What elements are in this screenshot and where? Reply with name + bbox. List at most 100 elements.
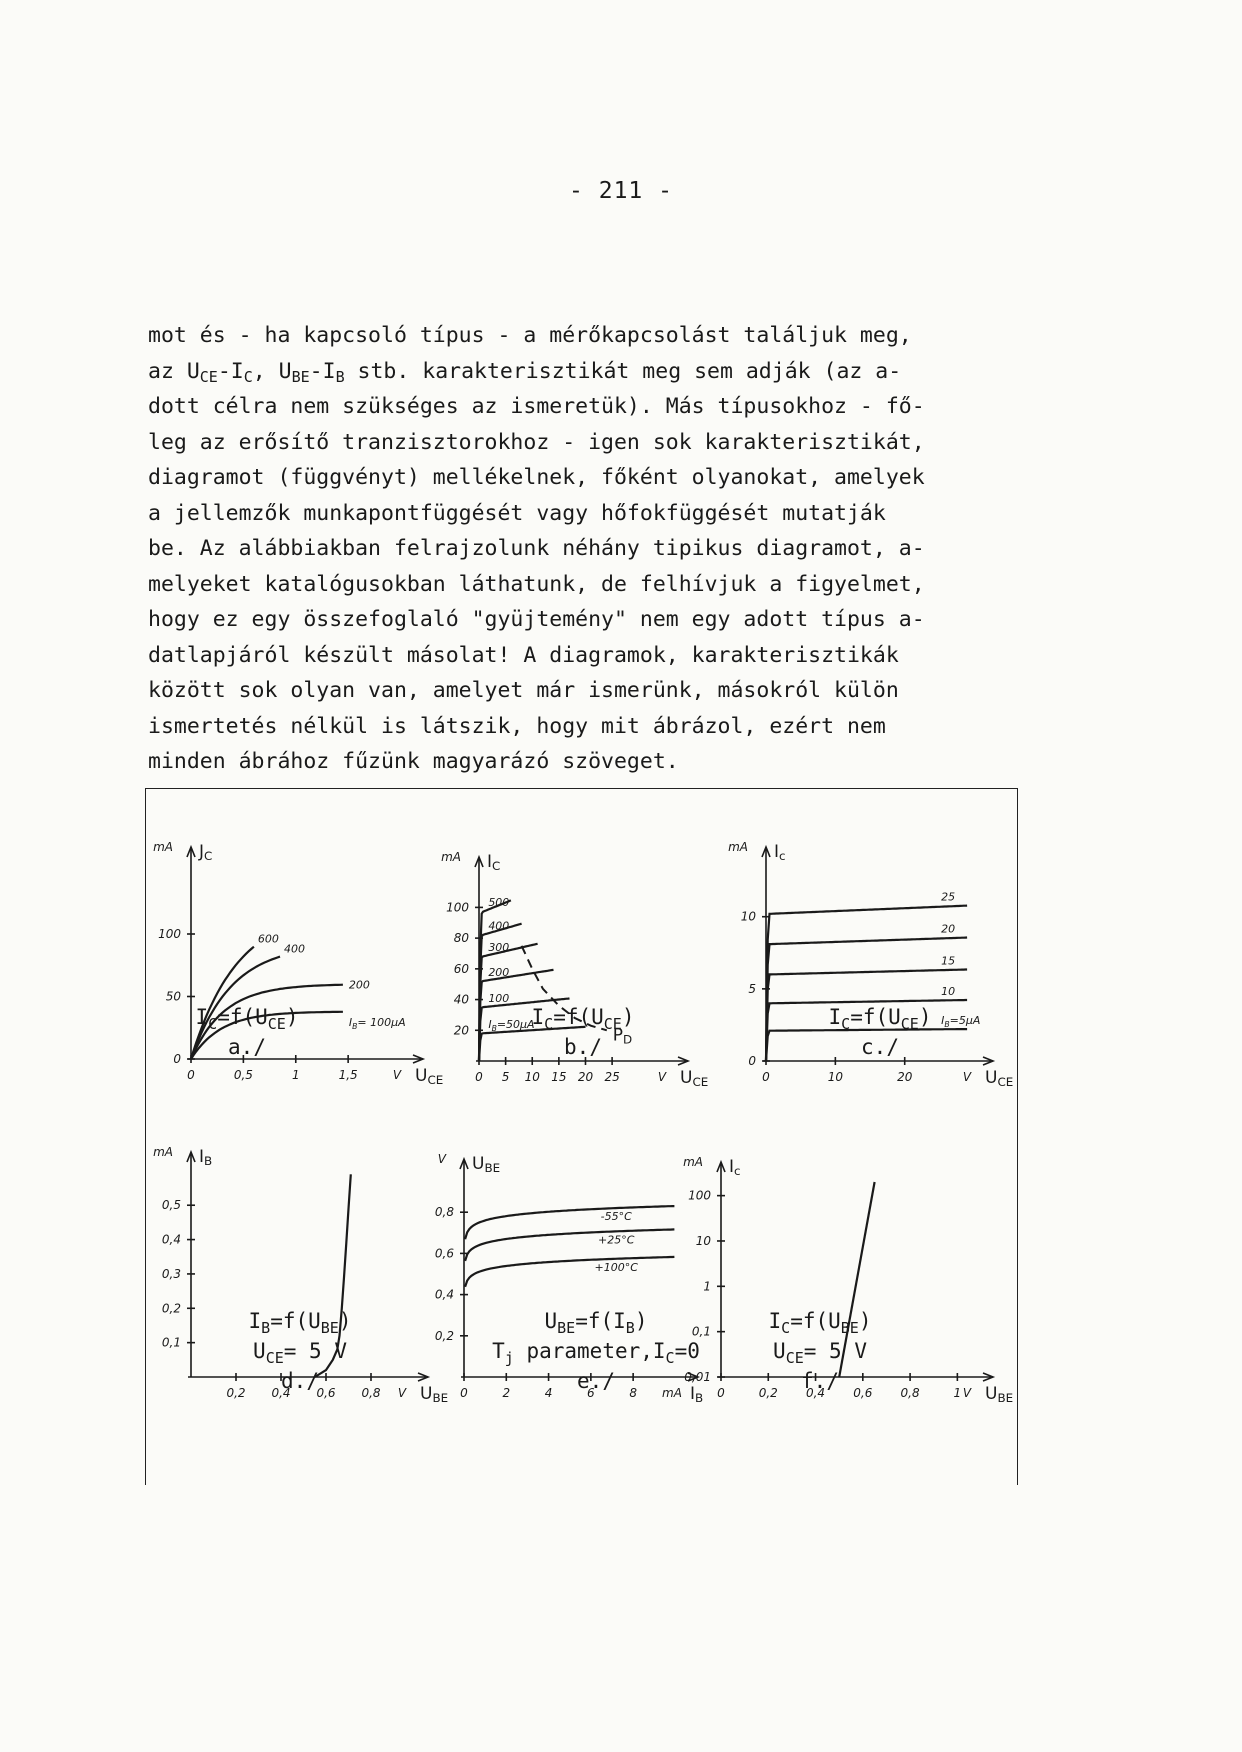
curve-15 xyxy=(764,968,968,1062)
curve-label: -55°C xyxy=(601,1210,632,1223)
power-dissipation-curve xyxy=(520,945,608,1032)
caption-line: IC=f(UCE) xyxy=(195,1005,299,1033)
x-unit-label: V xyxy=(963,1070,972,1084)
curve-label: +100°C xyxy=(595,1261,639,1274)
y-axis-title: UBE xyxy=(472,1154,500,1175)
y-axis-arrow xyxy=(761,844,771,858)
caption-line: UCE= 5 V xyxy=(253,1339,347,1367)
x-tick-label: 15 xyxy=(551,1070,566,1084)
x-tick-label: 0,6 xyxy=(853,1386,872,1400)
x-tick-label: 0,2 xyxy=(759,1386,778,1400)
curve-label: 15 xyxy=(941,954,955,967)
curve-label: IB=50µA xyxy=(488,1018,534,1033)
x-tick-label: 20 xyxy=(578,1070,594,1084)
x-tick-label: 0 xyxy=(187,1068,195,1082)
curve-25 xyxy=(764,904,968,1062)
curve-I-B-5-A xyxy=(764,1028,968,1062)
text-line: be. Az alábbiakban felrajzolunk néhány t… xyxy=(148,536,925,561)
y-tick-label: 0,2 xyxy=(435,1329,454,1343)
caption-e: UBE=f(IB) Tj parameter,IC=0 e./ xyxy=(436,1306,756,1396)
caption-line: IC=f(UCE) xyxy=(531,1005,635,1033)
y-unit-label: mA xyxy=(683,1155,703,1169)
x-tick-label: 6 xyxy=(587,1386,595,1400)
y-tick-label: 100 xyxy=(446,900,469,914)
curve-label: IB= 100µA xyxy=(349,1016,406,1031)
y-tick-label: 20 xyxy=(454,1023,470,1037)
page-number: - 211 - xyxy=(569,178,673,204)
body-paragraph: mot és - ha kapcsoló típus - a mérőkapcs… xyxy=(148,318,1028,780)
curve-label: 400 xyxy=(488,919,509,932)
y-unit-label: mA xyxy=(441,850,461,864)
curve-20 xyxy=(764,936,968,1062)
y-tick-label: 0,1 xyxy=(162,1336,181,1350)
curve-500 xyxy=(477,899,512,1062)
curve--55-C xyxy=(464,1205,675,1240)
caption-line: UBE=f(IB) xyxy=(544,1309,648,1337)
chart-b: 0 5 10 15 20 25 20 40 60 80 100 mA IC V UCE IB=50µA 100 2… xyxy=(441,850,708,1089)
curve-label: +25°C xyxy=(598,1233,635,1246)
x-tick-label: 0 xyxy=(460,1386,468,1400)
caption-line: d./ xyxy=(281,1369,319,1393)
x-tick-label: 8 xyxy=(629,1386,637,1400)
curve-label: 500 xyxy=(488,896,509,909)
caption-line: e./ xyxy=(577,1369,615,1393)
x-axis-arrow xyxy=(677,1056,691,1066)
curve-label: 200 xyxy=(488,966,509,979)
x-unit-label: V xyxy=(398,1386,407,1400)
x-axis-title: UCE xyxy=(985,1068,1013,1089)
curve-200 xyxy=(477,968,554,1062)
text-line: ismertetés nélkül is látszik, hogy mit á… xyxy=(148,713,886,739)
x-axis-arrow xyxy=(982,1056,996,1066)
x-tick-label: 0 xyxy=(717,1386,725,1400)
curve--100-C xyxy=(464,1255,675,1288)
y-axis-title: Ic xyxy=(729,1157,741,1178)
y-unit-label: mA xyxy=(728,840,748,854)
x-tick-label: 0,8 xyxy=(901,1386,920,1400)
curve-400 xyxy=(189,955,281,1060)
x-tick-label: 0,4 xyxy=(806,1386,825,1400)
y-tick-label: 0,4 xyxy=(162,1233,181,1247)
text-line: minden ábrához fűzünk magyarázó szöveget… xyxy=(148,749,679,774)
x-axis-arrow xyxy=(982,1372,996,1382)
text-line: leg az erősítő tranzisztorokhoz - igen s… xyxy=(148,429,925,455)
x-tick-label: 0 xyxy=(762,1070,770,1084)
curve-label: 100 xyxy=(488,992,509,1005)
chart-c: 0 10 20 0 5 10 mA Ic V UCE IB=5µA 10 15 20 25 xyxy=(728,840,1013,1089)
text-line: az UCE-IC, UBE-IB stb. karakterisztikát … xyxy=(148,358,902,386)
y-tick-label: 0 xyxy=(748,1054,756,1068)
curve-300 xyxy=(477,942,538,1062)
y-tick-label: 0,3 xyxy=(162,1267,181,1281)
y-tick-label: 100 xyxy=(158,927,181,941)
x-axis-arrow xyxy=(412,1054,426,1064)
curve-label: 20 xyxy=(941,923,955,936)
curve--25-C xyxy=(464,1228,675,1262)
curve-label: IB=5µA xyxy=(941,1014,980,1029)
curve-400 xyxy=(477,922,522,1062)
y-tick-label: 10 xyxy=(741,910,757,924)
x-tick-label: 10 xyxy=(525,1070,541,1084)
x-tick-label: 1,5 xyxy=(339,1068,358,1082)
x-tick-label: 0,4 xyxy=(271,1386,290,1400)
x-unit-label: mA xyxy=(662,1386,682,1400)
y-tick-label: 0,4 xyxy=(435,1288,454,1302)
y-axis-title: JC xyxy=(198,842,212,863)
curve-10 xyxy=(764,998,968,1062)
caption-line: Tj parameter,IC=0 xyxy=(492,1339,700,1367)
text-line: dott célra nem szükséges az ismeretük). … xyxy=(148,394,925,419)
caption-line: a./ xyxy=(228,1035,266,1059)
x-tick-label: 0,6 xyxy=(316,1386,335,1400)
y-axis-arrow xyxy=(186,1149,196,1163)
text-line: között sok olyan van, amelyet már ismerü… xyxy=(148,678,899,703)
x-tick-label: 1 xyxy=(954,1386,962,1400)
text-line: datlapjáról készült másolat! A diagramok… xyxy=(148,642,899,668)
x-tick-label: 2 xyxy=(502,1386,510,1400)
chart-f: 0 0,2 0,4 0,6 0,8 1 0,01 0,1 1 10 100 mA Ic V UBE xyxy=(683,1155,1013,1405)
y-tick-label: 60 xyxy=(454,962,470,976)
y-tick-label: 50 xyxy=(166,990,182,1004)
x-axis-title: UCE xyxy=(680,1068,708,1089)
x-unit-label: V xyxy=(658,1070,667,1084)
y-tick-label: 1 xyxy=(703,1279,711,1293)
text-line: melyeket katalógusokban láthatunk, de fe… xyxy=(148,571,925,597)
